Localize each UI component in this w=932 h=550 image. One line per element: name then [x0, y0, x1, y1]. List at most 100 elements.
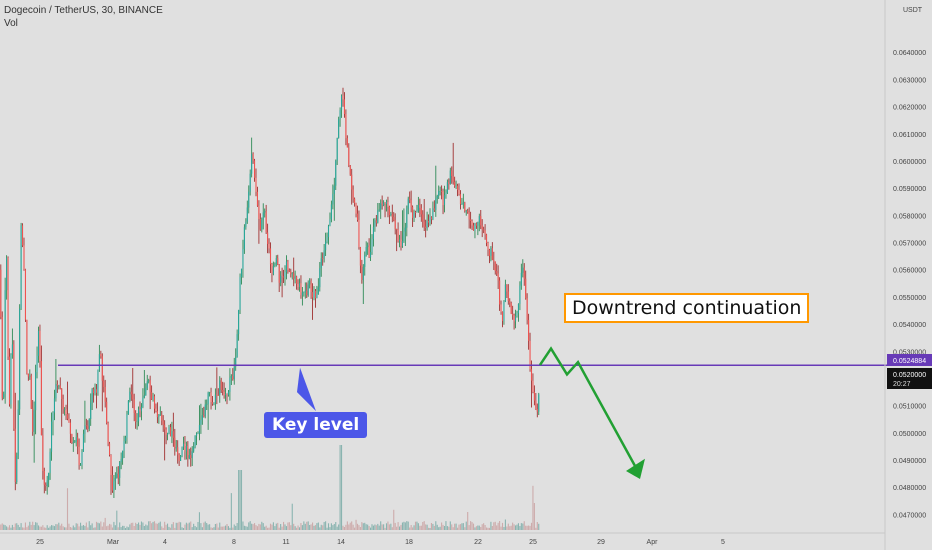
candle [406, 205, 408, 237]
candle [275, 255, 277, 267]
volume-bar [220, 526, 222, 530]
volume-bar [351, 521, 353, 530]
candle [174, 428, 176, 456]
volume-bar [124, 528, 127, 530]
candle [217, 388, 219, 396]
candle [198, 405, 200, 441]
candle [338, 116, 340, 139]
volume-bar [288, 522, 290, 530]
volume-bar [423, 521, 425, 530]
candle [361, 259, 363, 284]
volume-bar [346, 521, 348, 530]
candle [211, 396, 214, 406]
volume-bar [396, 526, 398, 530]
volume-bar [264, 526, 266, 530]
candle [449, 167, 451, 185]
volume-bar [380, 521, 382, 530]
key-level-callout[interactable]: Key level [264, 412, 368, 438]
volume-bar [43, 527, 45, 530]
candle [51, 412, 53, 461]
candle [371, 234, 373, 255]
candle [242, 239, 244, 278]
candle [209, 391, 211, 397]
candle [193, 442, 195, 453]
candle [303, 291, 305, 297]
volume-bar [142, 522, 144, 530]
candle [515, 309, 517, 329]
volume-bar [335, 522, 337, 530]
volume-bar [467, 512, 469, 530]
candle [290, 268, 292, 278]
time-tick-label: 14 [337, 539, 345, 546]
volume-bar [532, 485, 534, 530]
candle [191, 446, 193, 466]
price-tick-label: 0.0530000 [893, 349, 926, 356]
downtrend-annotation[interactable]: Downtrend continuation [564, 293, 810, 323]
volume-bar [425, 524, 427, 530]
candle [254, 158, 256, 182]
candle [458, 183, 460, 196]
projection-arrow-head [626, 458, 645, 479]
candle [285, 255, 287, 280]
candle [167, 432, 169, 441]
volume-bar [306, 521, 308, 530]
volume-bar [348, 524, 350, 530]
candle [129, 387, 131, 403]
volume-bar [356, 523, 359, 530]
volume-bar [114, 525, 116, 530]
price-axis[interactable]: 0.0640000 0.0630000 0.0620000 0.0610000 0.06… [893, 50, 926, 519]
candle [52, 411, 54, 436]
volume-bar [156, 523, 158, 530]
candle [520, 263, 522, 290]
volume-bar [194, 526, 196, 530]
volume-bar [432, 523, 434, 530]
volume-bar [167, 523, 169, 530]
volume-bar [274, 526, 276, 530]
volume-bar [226, 524, 228, 530]
volume-bar [187, 523, 189, 530]
volume-bar [327, 523, 330, 530]
candle [11, 328, 13, 359]
volume-bar [178, 521, 180, 530]
price-tick-label: 0.0570000 [893, 241, 926, 248]
candle [56, 380, 58, 393]
volume-bar [180, 522, 182, 530]
candle [65, 404, 67, 420]
candle [171, 421, 173, 444]
volume-bar [516, 524, 518, 530]
volume-bar [522, 523, 524, 530]
volume-bar [33, 525, 35, 530]
volume-bar [52, 525, 54, 530]
volume-bar [204, 521, 206, 530]
candle [506, 284, 508, 298]
volume-bar [255, 525, 257, 530]
time-axis[interactable]: 25 Mar 4 8 11 14 18 22 25 29 Apr 5 [36, 539, 725, 546]
volume-bar [7, 527, 9, 530]
candle [182, 436, 185, 450]
candle [168, 424, 170, 435]
candle [396, 228, 398, 252]
volume-bar [404, 522, 406, 530]
candle [477, 221, 479, 236]
candle [487, 241, 489, 257]
volume-bar [190, 521, 192, 530]
candle [229, 368, 231, 401]
volume-bar [223, 526, 225, 530]
candle [104, 379, 106, 408]
candle [288, 268, 290, 273]
volume-bar [284, 524, 286, 530]
candle [399, 234, 401, 248]
candle [462, 193, 464, 209]
volume-bar [35, 522, 37, 530]
candle [403, 208, 405, 243]
candle [339, 107, 341, 127]
candle [294, 270, 296, 284]
candle [93, 387, 95, 403]
volume-bars [0, 445, 540, 530]
price-tick-label: 0.0500000 [893, 431, 926, 438]
candle [149, 375, 151, 410]
volume-bar [103, 522, 105, 530]
candle [6, 255, 8, 300]
volume-bar [116, 510, 118, 530]
